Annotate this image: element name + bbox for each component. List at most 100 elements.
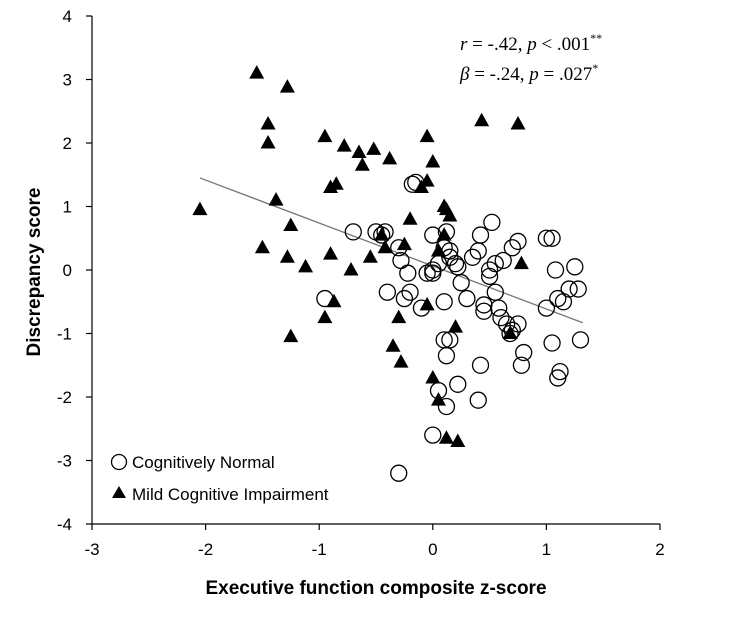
legend-marker-mci xyxy=(112,486,126,498)
cognitively-normal-point xyxy=(446,254,465,273)
mci-point xyxy=(391,309,407,324)
cognitively-normal-point xyxy=(437,397,456,416)
cognitively-normal-point xyxy=(399,264,417,282)
mci-point xyxy=(328,176,344,190)
y-tick-label: -2 xyxy=(57,388,72,407)
cognitively-normal-point xyxy=(424,264,442,282)
x-tick-label: 0 xyxy=(428,540,437,559)
cognitively-normal-point xyxy=(566,258,584,276)
cognitively-normal-point xyxy=(449,375,467,393)
mci-point xyxy=(502,325,518,339)
mci-point xyxy=(351,144,367,159)
mci-point xyxy=(317,309,333,324)
mci-point xyxy=(448,319,464,333)
legend: Cognitively Normal Mild Cognitive Impair… xyxy=(110,453,329,504)
y-tick-label: 4 xyxy=(63,7,72,26)
cognitively-normal-point xyxy=(512,356,531,374)
mci-point xyxy=(413,179,429,193)
mci-point xyxy=(402,211,418,225)
cognitively-normal-point xyxy=(401,283,419,301)
cognitively-normal-point xyxy=(471,356,490,374)
stat-beta-value: = -.24, xyxy=(469,64,529,85)
cognitively-normal-point xyxy=(549,289,567,308)
mci-point xyxy=(362,249,378,263)
legend-label-cognitively-normal: Cognitively Normal xyxy=(132,453,275,472)
mci-point xyxy=(298,258,314,273)
mci-point xyxy=(442,208,458,222)
mci-point xyxy=(260,135,276,149)
stat-r-p-symbol: p xyxy=(525,34,537,55)
cognitively-normal-point xyxy=(452,274,470,292)
cognitively-normal-point xyxy=(458,289,476,308)
cognitively-normal-point xyxy=(492,308,510,327)
cognitively-normal-point xyxy=(537,299,556,317)
cognitively-normal-point xyxy=(418,264,436,282)
cognitively-normal-point xyxy=(571,331,590,349)
x-tick-label: -1 xyxy=(312,540,327,559)
mci-point xyxy=(366,141,382,155)
stat-r-p-value: < .001 xyxy=(537,34,590,55)
mci-point xyxy=(323,246,339,260)
cognitively-normal-point xyxy=(471,226,490,244)
x-tick-label: -3 xyxy=(84,540,99,559)
cognitively-normal-point xyxy=(490,299,508,317)
cognitively-normal-point xyxy=(554,293,573,311)
mci-point xyxy=(336,138,352,152)
cognitively-normal-point xyxy=(486,254,504,273)
stat-line-beta: β = -.24, p = .027* xyxy=(459,61,598,85)
mci-point xyxy=(450,433,466,447)
mci-point xyxy=(438,430,454,444)
mci-point xyxy=(192,201,208,216)
stats-annotation: r = -.42, p < .001** β = -.24, p = .027* xyxy=(459,31,602,85)
stat-line-r: r = -.42, p < .001** xyxy=(460,31,602,55)
mci-point xyxy=(385,338,401,352)
cognitively-normal-point xyxy=(509,232,527,251)
mci-point xyxy=(510,115,526,130)
x-axis-title: Executive function composite z-score xyxy=(205,578,546,599)
mci-point xyxy=(393,354,409,368)
mci-point xyxy=(279,79,295,93)
cognitively-normal-point xyxy=(543,334,561,352)
y-tick-label: 2 xyxy=(63,134,72,153)
x-tick-label: 2 xyxy=(655,540,664,559)
cognitively-normal-point xyxy=(390,464,408,482)
y-ticks: -4 -3 -2 -1 0 1 2 3 4 xyxy=(57,7,92,534)
cognitively-normal-point xyxy=(515,343,533,362)
mci-point xyxy=(474,112,490,127)
mci-point xyxy=(283,328,299,343)
mci-point xyxy=(436,227,452,241)
mci-point xyxy=(326,293,342,308)
y-tick-label: -3 xyxy=(57,452,72,471)
cognitively-normal-point xyxy=(463,248,482,266)
cognitively-normal-point xyxy=(395,289,414,308)
y-axis-title: Discrepancy score xyxy=(24,188,45,357)
legend-marker-cognitively-normal xyxy=(110,453,128,471)
y-tick-label: -1 xyxy=(57,325,72,344)
mci-point xyxy=(343,262,359,276)
x-tick-label: 1 xyxy=(542,540,551,559)
cognitively-normal-point xyxy=(537,229,556,247)
mci-points xyxy=(192,65,529,447)
stat-beta-symbol: β xyxy=(459,64,470,85)
cognitively-normal-point xyxy=(435,293,453,311)
stat-r-significance: ** xyxy=(590,31,602,45)
mci-point xyxy=(396,236,412,251)
mci-point xyxy=(268,192,284,206)
stat-r-symbol: r xyxy=(460,34,468,55)
stat-beta-p-value: = .027 xyxy=(539,64,592,85)
mci-point xyxy=(260,115,276,130)
cognitively-normal-point xyxy=(546,261,565,279)
cognitively-normal-point xyxy=(378,283,397,301)
x-ticks: -3 -2 -1 0 1 2 xyxy=(84,524,665,559)
cognitively-normal-point xyxy=(494,251,512,270)
cognitively-normal-point xyxy=(469,391,487,409)
mci-point xyxy=(254,239,270,254)
mci-point xyxy=(419,128,435,143)
cognitively-normal-point xyxy=(543,229,561,247)
cognitively-normal-point xyxy=(503,239,521,257)
mci-point xyxy=(513,255,529,270)
cognitively-normal-point xyxy=(480,261,499,279)
cognitively-normal-point xyxy=(483,213,501,232)
mci-point xyxy=(419,296,435,311)
